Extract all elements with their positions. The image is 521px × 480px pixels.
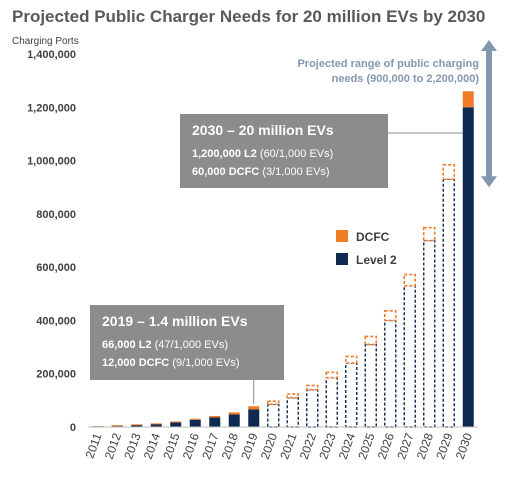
- bar-dcfc-2015: [170, 421, 182, 423]
- projected-range: Projected range of public charging needs …: [297, 40, 497, 188]
- callout-line-2019: 66,000 L2 (47/1,000 EVs): [102, 339, 228, 351]
- bar-dcfc-2021: [286, 393, 300, 399]
- bar-dcfc-2016: [189, 418, 201, 420]
- callout-line-2030: 60,000 DCFC (3/1,000 EVs): [192, 166, 330, 178]
- x-axis-ticks: 2011201220132014201520162017201820192020…: [83, 431, 476, 461]
- bar-level2-2014: [150, 423, 162, 427]
- callout-strong: 60,000 DCFC: [192, 166, 259, 178]
- y-tick-label: 1,000,000: [27, 156, 76, 168]
- range-note-line: Projected range of public charging: [297, 58, 479, 70]
- bar-level2-2027: [403, 285, 416, 428]
- bar-dcfc-2022: [305, 384, 319, 391]
- y-axis-title: Charging Ports: [12, 36, 79, 47]
- callout-title-2030: 2030 – 20 million EVs: [192, 122, 334, 138]
- bar-dcfc-2027: [403, 273, 417, 287]
- bar-level2-2015: [170, 422, 182, 427]
- bar-level2-2028: [423, 239, 436, 428]
- callout-rest: (3/1,000 EVs): [259, 166, 329, 178]
- y-tick-label: 800,000: [36, 209, 76, 221]
- callout-title-2019: 2019 – 1.4 million EVs: [102, 313, 248, 329]
- legend-label-dcfc: DCFC: [356, 230, 390, 244]
- callout-strong: 66,000 L2: [102, 339, 152, 351]
- callout-box-2019: [90, 305, 284, 380]
- range-arrow-head-bottom: [481, 176, 497, 188]
- bar-dcfc-2026: [383, 310, 397, 322]
- callout-rest: (60/1,000 EVs): [257, 148, 333, 160]
- bar-level2-2019: [248, 409, 260, 427]
- callout-line-2019: 12,000 DCFC (9/1,000 EVs): [102, 357, 240, 369]
- bar-level2-2024: [345, 362, 358, 428]
- y-tick-label: 600,000: [36, 262, 76, 274]
- bar-dcfc-2024: [344, 355, 358, 364]
- callout-rest: (47/1,000 EVs): [152, 339, 228, 351]
- callout-strong: 1,200,000 L2: [192, 148, 257, 160]
- bar-level2-2022: [306, 389, 319, 428]
- x-tick-label: 2030: [453, 431, 475, 461]
- legend: DCFC Level 2: [336, 230, 397, 267]
- bar-level2-2025: [364, 343, 377, 428]
- y-tick-label: 1,200,000: [27, 102, 76, 114]
- bar-dcfc-2017: [209, 415, 221, 418]
- bar-level2-2021: [286, 396, 299, 428]
- callout-line-2030: 1,200,000 L2 (60/1,000 EVs): [192, 148, 333, 160]
- y-tick-label: 400,000: [36, 315, 76, 327]
- bar-level2-2023: [325, 377, 338, 428]
- bar-level2-2016: [189, 419, 201, 427]
- bars: [92, 91, 474, 428]
- range-arrow-head-top: [481, 40, 497, 51]
- range-note-line: needs (900,000 to 2,200,000): [332, 73, 480, 85]
- legend-label-level2: Level 2: [356, 253, 397, 267]
- bar-level2-2026: [384, 319, 397, 428]
- bar-dcfc-2020: [266, 400, 280, 406]
- bar-level2-2030: [462, 107, 474, 428]
- bar-dcfc-2012: [111, 425, 123, 427]
- callouts: 2019 – 1.4 million EVs 66,000 L2 (47/1,00…: [90, 114, 463, 405]
- legend-swatch-dcfc: [336, 230, 348, 242]
- bar-dcfc-2018: [228, 412, 240, 415]
- callout-box-2030: [180, 114, 388, 188]
- y-tick-label: 200,000: [36, 369, 76, 381]
- callout-rest: (9/1,000 EVs): [169, 357, 239, 369]
- bar-dcfc-2013: [131, 424, 143, 426]
- bar-level2-2029: [442, 178, 455, 428]
- bar-level2-2020: [267, 403, 280, 428]
- bar-dcfc-2023: [325, 371, 339, 379]
- callout-strong: 12,000 DCFC: [102, 357, 169, 369]
- chart-title: Projected Public Charger Needs for 20 mi…: [12, 7, 485, 26]
- bar-dcfc-2014: [150, 423, 162, 425]
- bar-level2-2017: [209, 417, 221, 427]
- y-tick-label: 0: [70, 422, 76, 434]
- legend-swatch-level2: [336, 253, 348, 265]
- bar-dcfc-2029: [442, 164, 456, 181]
- y-axis-ticks: 0 200,000 400,000 600,000 800,000 1,000,000 1,…: [27, 49, 76, 434]
- bar-level2-2018: [228, 414, 240, 427]
- bar-dcfc-2028: [422, 226, 436, 242]
- bar-level2-2013: [131, 424, 143, 427]
- bar-dcfc-2025: [364, 335, 378, 346]
- y-tick-label: 1,400,000: [27, 49, 76, 61]
- bar-dcfc-2019: [248, 406, 260, 410]
- bar-dcfc-2030: [462, 91, 474, 108]
